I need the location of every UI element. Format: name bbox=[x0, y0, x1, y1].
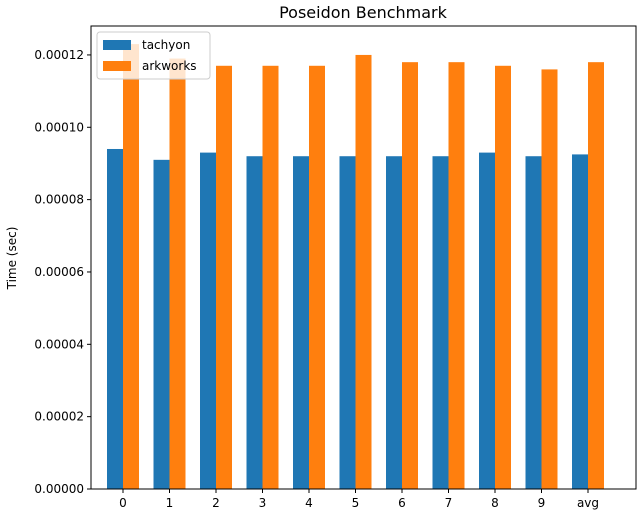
plot-frame bbox=[90, 25, 637, 490]
x-tick-label: 6 bbox=[398, 496, 406, 510]
bar-tachyon bbox=[153, 159, 170, 489]
x-tick-label: 5 bbox=[352, 496, 360, 510]
legend-label-arkworks: arkworks bbox=[142, 59, 197, 73]
bar-tachyon bbox=[432, 156, 449, 489]
legend-label-tachyon: tachyon bbox=[142, 38, 190, 52]
y-tick-label: 0.00010 bbox=[34, 120, 84, 134]
y-axis-label: Time (sec) bbox=[5, 227, 19, 291]
x-tick-label: 0 bbox=[119, 496, 127, 510]
legend: tachyon arkworks bbox=[96, 31, 211, 80]
bar-arkworks bbox=[402, 62, 418, 489]
bar-tachyon bbox=[246, 156, 263, 489]
y-tick-label: 0.00008 bbox=[34, 193, 84, 207]
y-tick-label: 0.00002 bbox=[34, 410, 84, 424]
bar-arkworks bbox=[355, 54, 372, 489]
x-tick-label: 1 bbox=[166, 496, 174, 510]
bar-arkworks bbox=[309, 65, 325, 489]
bar-tachyon bbox=[339, 156, 356, 489]
bar-arkworks bbox=[123, 44, 139, 489]
bar-tachyon bbox=[107, 148, 123, 489]
bar-arkworks bbox=[588, 62, 604, 489]
bar-tachyon bbox=[479, 152, 495, 489]
x-axis-ticks: 0 1 2 3 4 5 6 7 8 9 avg bbox=[119, 489, 599, 510]
y-tick-label: 0.00000 bbox=[34, 482, 84, 496]
bar-tachyon bbox=[386, 156, 402, 489]
legend-swatch-tachyon bbox=[103, 40, 131, 50]
bar-arkworks bbox=[169, 58, 186, 489]
x-tick-label: 7 bbox=[445, 496, 453, 510]
x-tick-label: 9 bbox=[538, 496, 546, 510]
chart-title: Poseidon Benchmark bbox=[279, 3, 448, 22]
y-tick-label: 0.00006 bbox=[34, 265, 84, 279]
bar-arkworks bbox=[495, 65, 511, 489]
bar-tachyon bbox=[200, 152, 216, 489]
x-tick-label: avg bbox=[577, 496, 599, 510]
x-tick-label: 8 bbox=[491, 496, 499, 510]
x-tick-label: 2 bbox=[212, 496, 220, 510]
bar-tachyon bbox=[293, 156, 309, 489]
y-tick-label: 0.00012 bbox=[34, 48, 84, 62]
bar-arkworks bbox=[448, 62, 465, 489]
y-tick-label: 0.00004 bbox=[34, 337, 84, 351]
legend-swatch-arkworks bbox=[103, 61, 131, 71]
bar-tachyon bbox=[525, 156, 542, 489]
x-tick-label: 4 bbox=[305, 496, 313, 510]
bar-arkworks bbox=[541, 69, 558, 489]
bar-arkworks bbox=[216, 65, 232, 489]
x-tick-label: 3 bbox=[259, 496, 267, 510]
bar-arkworks bbox=[262, 65, 279, 489]
bars bbox=[107, 44, 604, 489]
bar-tachyon bbox=[572, 154, 588, 489]
y-axis-ticks: 0.00000 0.00002 0.00004 0.00006 0.00008 0.000… bbox=[34, 48, 91, 496]
